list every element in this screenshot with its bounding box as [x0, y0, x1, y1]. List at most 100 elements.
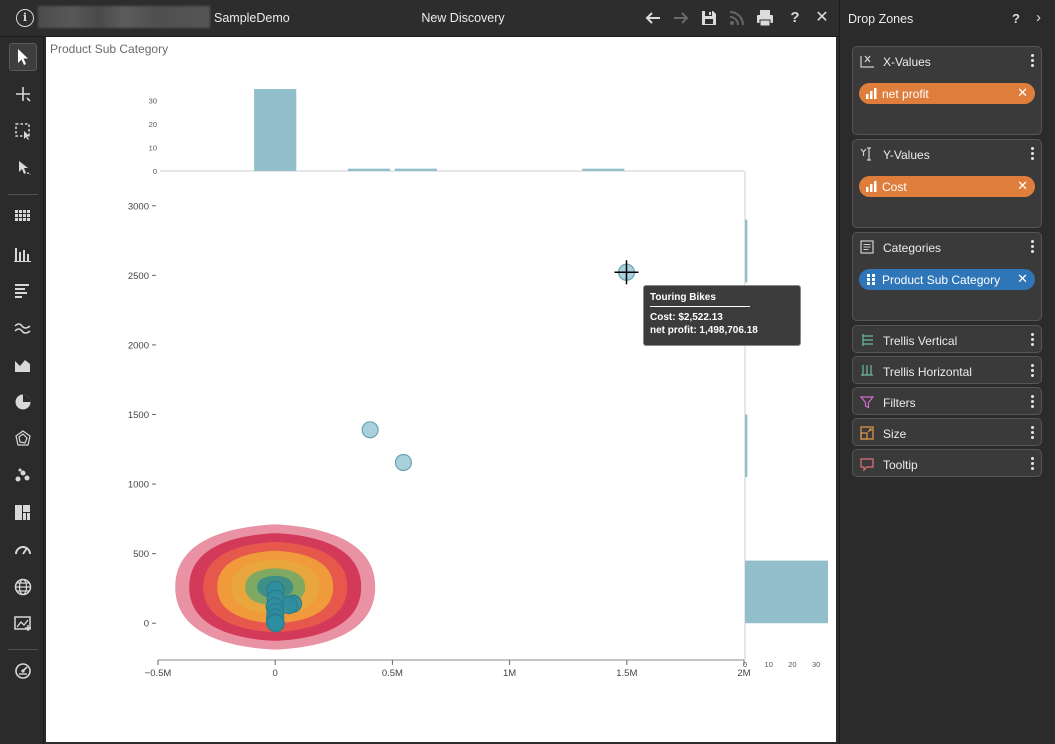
chart-canvas[interactable]: Product Sub Category 0 500 1000 1500 2000 250…: [46, 37, 836, 742]
marginal-x-tick-label: 30: [149, 97, 157, 106]
y-tick-label: 1500: [128, 410, 149, 421]
line-chart-icon[interactable]: [9, 314, 37, 342]
crosshair-icon[interactable]: [9, 80, 37, 108]
print-icon[interactable]: [755, 8, 775, 28]
column-chart-icon[interactable]: [9, 240, 37, 268]
y-tick-label: 1000: [128, 480, 149, 491]
zone-filters[interactable]: Filters: [852, 387, 1042, 415]
y-tick-label: 2500: [128, 271, 149, 282]
kebab-menu-icon[interactable]: [1029, 424, 1035, 442]
y-tick-label: 2000: [128, 340, 149, 351]
collapse-panel-icon[interactable]: ›: [1036, 9, 1041, 26]
scatter-chart-icon[interactable]: [9, 462, 37, 490]
area-chart-icon[interactable]: [9, 351, 37, 379]
tooltip: Touring Bikes Cost: $2,522.13 net profit…: [643, 285, 801, 346]
tooltip-title: Touring Bikes: [650, 292, 750, 307]
scatter-point: [266, 614, 285, 633]
x-tick-label: 0.5M: [382, 668, 403, 679]
drop-zones-title: Drop Zones: [848, 12, 914, 26]
field-chip-net-profit[interactable]: net profit ✕: [859, 83, 1035, 104]
bar-chart-icon[interactable]: [9, 277, 37, 305]
map-globe-icon[interactable]: [9, 573, 37, 601]
info-icon[interactable]: i: [16, 9, 34, 27]
remove-field-icon[interactable]: ✕: [1017, 85, 1028, 100]
size-icon: [859, 425, 875, 441]
filter-icon: [859, 394, 875, 410]
chip-label: Product Sub Category: [882, 273, 1001, 287]
marginal-x-tick-label: 0: [153, 167, 157, 176]
help-icon[interactable]: ?: [790, 9, 800, 26]
rectangle-select-icon[interactable]: [9, 117, 37, 145]
gauge-icon[interactable]: [9, 536, 37, 564]
kebab-menu-icon[interactable]: [1029, 362, 1035, 380]
close-icon[interactable]: ✕: [815, 9, 829, 26]
kebab-menu-icon[interactable]: [1029, 238, 1035, 256]
zone-label: X-Values: [883, 55, 931, 69]
rss-icon[interactable]: [727, 8, 747, 28]
zone-y-values[interactable]: Y-Values Cost ✕: [852, 139, 1042, 228]
zone-header: Trellis Horizontal: [853, 357, 1041, 385]
marginal-x-tick-label: 20: [149, 120, 157, 129]
chip-label: net profit: [882, 87, 929, 101]
zone-header: X-Values: [853, 47, 1041, 75]
lasso-select-icon[interactable]: [9, 154, 37, 182]
zone-header: Size: [853, 419, 1041, 447]
dimension-icon: [866, 274, 877, 285]
y-axis-icon: [859, 146, 875, 162]
save-icon[interactable]: [699, 8, 719, 28]
marginal-y-tick-label: 30: [812, 660, 820, 669]
zone-label: Size: [883, 427, 907, 441]
toolbar-separator: [8, 649, 38, 650]
marginal-x-bar: [394, 168, 437, 171]
field-chip-cost[interactable]: Cost ✕: [859, 176, 1035, 197]
kebab-menu-icon[interactable]: [1029, 393, 1035, 411]
tooltip-cost: Cost: $2,522.13: [650, 312, 723, 323]
help-icon[interactable]: ?: [1012, 11, 1020, 26]
marginal-y-bar: [745, 560, 828, 624]
drop-zones-panel: Drop Zones ? › X-Values net profit ✕ Y-V…: [839, 0, 1055, 744]
zone-size[interactable]: Size: [852, 418, 1042, 446]
back-arrow-icon[interactable]: [643, 8, 663, 28]
pie-chart-icon[interactable]: [9, 388, 37, 416]
kebab-menu-icon[interactable]: [1029, 331, 1035, 349]
trellis-horizontal-icon: [859, 363, 875, 379]
x-axis-icon: [859, 53, 875, 69]
kebab-menu-icon[interactable]: [1029, 52, 1035, 70]
marginal-x-bar: [254, 89, 297, 171]
y-tick-label: 3000: [128, 201, 149, 212]
zone-x-values[interactable]: X-Values net profit ✕: [852, 46, 1042, 135]
x-tick-label: 2M: [737, 668, 750, 679]
marginal-x-bar: [347, 168, 391, 171]
grid-table-icon[interactable]: [9, 203, 37, 231]
marginal-x-bar: [582, 168, 625, 171]
zone-label: Trellis Horizontal: [883, 365, 972, 379]
zone-label: Trellis Vertical: [883, 334, 958, 348]
forward-arrow-icon[interactable]: [671, 8, 691, 28]
kebab-menu-icon[interactable]: [1029, 455, 1035, 473]
treemap-icon[interactable]: [9, 499, 37, 527]
remove-field-icon[interactable]: ✕: [1017, 271, 1028, 286]
zone-header: Categories: [853, 233, 1041, 261]
zone-label: Categories: [883, 241, 942, 255]
zone-header: Trellis Vertical: [853, 326, 1041, 354]
zone-trellis-vertical[interactable]: Trellis Vertical: [852, 325, 1042, 353]
chip-label: Cost: [882, 180, 907, 194]
zone-tooltip[interactable]: Tooltip: [852, 449, 1042, 477]
marginal-x-tick-label: 10: [149, 144, 157, 153]
pointer-icon[interactable]: [9, 43, 37, 71]
left-toolbar: [0, 37, 44, 744]
zone-categories[interactable]: Categories Product Sub Category ✕: [852, 232, 1042, 321]
x-tick-label: −0.5M: [145, 668, 172, 679]
field-chip-product-sub-category[interactable]: Product Sub Category ✕: [859, 269, 1035, 290]
marginal-y-tick-label: 0: [743, 660, 747, 669]
radar-chart-icon[interactable]: [9, 425, 37, 453]
app-name: SampleDemo: [214, 11, 290, 25]
remove-field-icon[interactable]: ✕: [1017, 178, 1028, 193]
marginal-y-tick-label: 10: [765, 660, 773, 669]
zone-trellis-horizontal[interactable]: Trellis Horizontal: [852, 356, 1042, 384]
zone-label: Tooltip: [883, 458, 918, 472]
custom-visual-icon[interactable]: [9, 610, 37, 638]
chart-settings-icon[interactable]: [9, 657, 37, 685]
kebab-menu-icon[interactable]: [1029, 145, 1035, 163]
